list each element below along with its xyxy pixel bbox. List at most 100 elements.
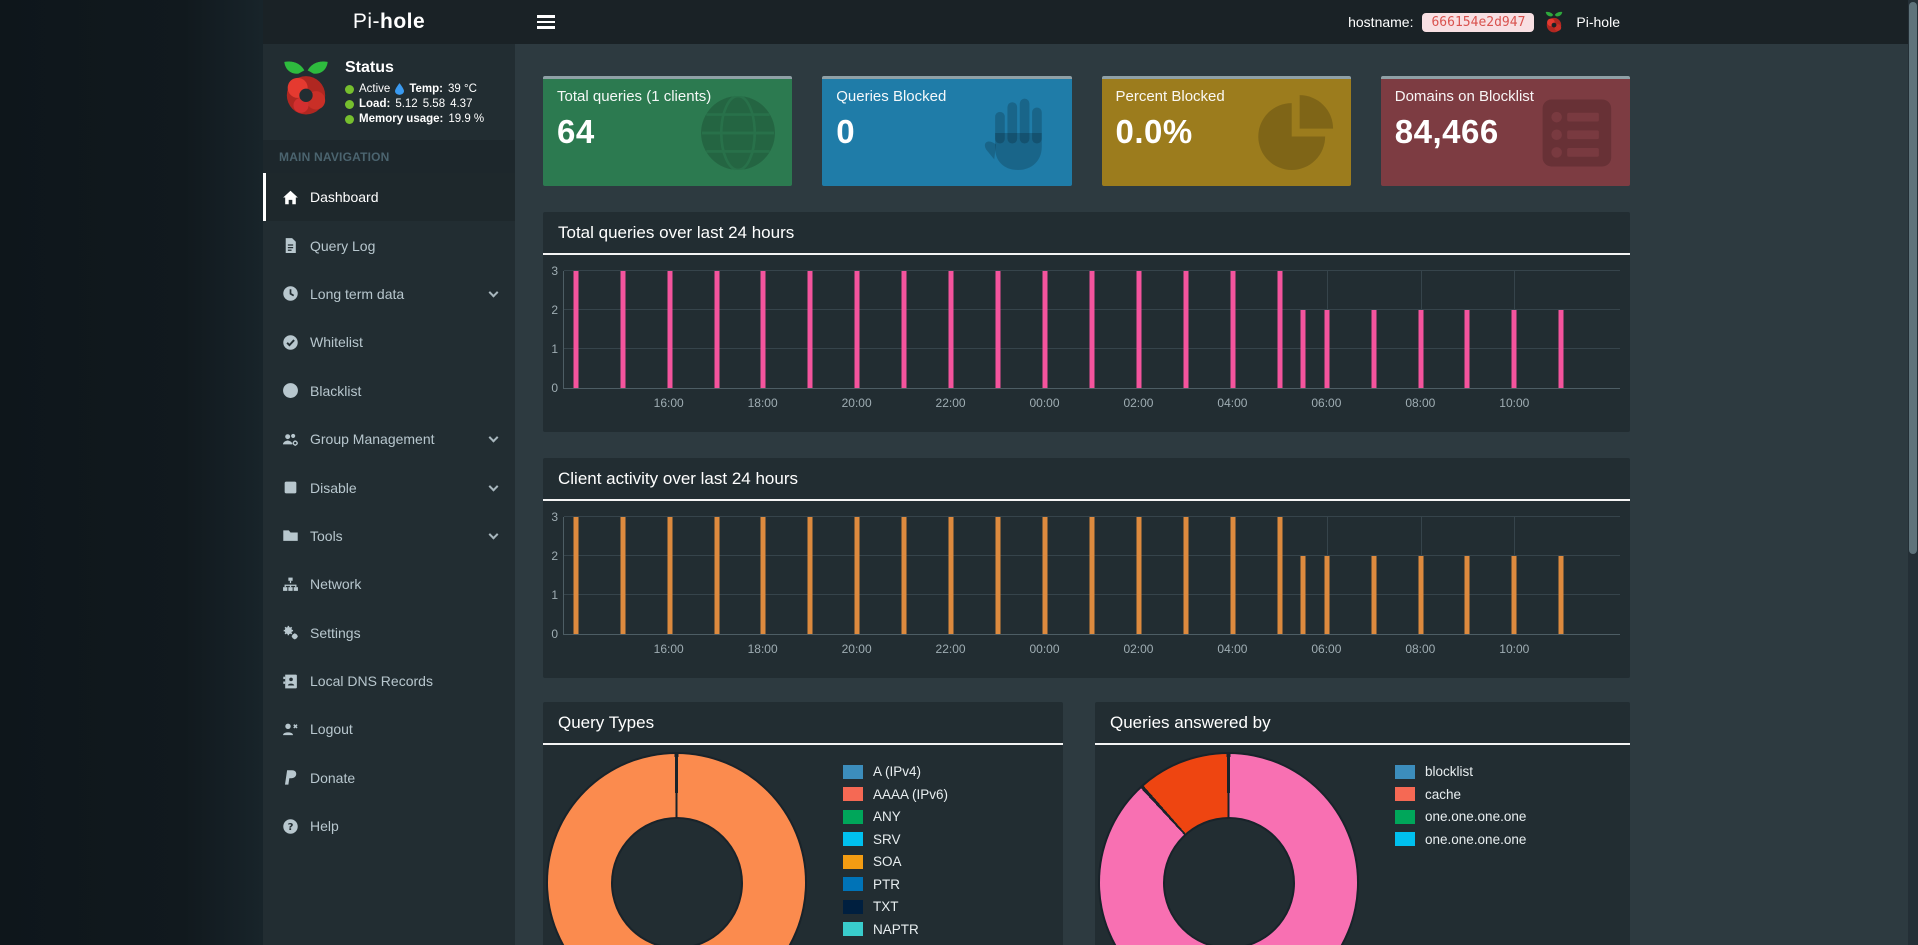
queries-answered-by-card: Queries answered by blocklist cache one.on…	[1095, 702, 1630, 945]
sidebar-item-tools[interactable]: Tools	[263, 512, 515, 560]
sidebar-item-blacklist[interactable]: Blacklist	[263, 367, 515, 415]
legend-item[interactable]: AAAA (IPv6)	[843, 787, 948, 802]
x-axis-label: 04:00	[1217, 396, 1248, 410]
pihole-app: Pi-hole hostname: 666154e2d947 Pi-hole	[263, 0, 1908, 945]
x-axis-label: 00:00	[1029, 642, 1060, 656]
legend-item[interactable]: blocklist	[1395, 764, 1526, 779]
stat-card-total-queries[interactable]: Total queries (1 clients) 64	[543, 76, 793, 186]
hand-icon	[984, 98, 1042, 170]
navbar-main: hostname: 666154e2d947 Pi-hole	[515, 0, 1908, 44]
bar	[1371, 556, 1377, 634]
x-axis-label: 22:00	[935, 642, 966, 656]
stop-icon	[281, 479, 299, 496]
sidebar-item-local-dns-records[interactable]: Local DNS Records	[263, 657, 515, 705]
bar	[1511, 556, 1517, 634]
stat-card-queries-blocked[interactable]: Queries Blocked 0	[822, 76, 1072, 186]
legend-item[interactable]: NAPTR	[843, 922, 948, 937]
legend-item[interactable]: SOA	[843, 854, 948, 869]
bar	[1464, 310, 1470, 388]
sidebar-item-label: Disable	[310, 479, 357, 496]
sidebar-item-long-term-data[interactable]: Long term data	[263, 270, 515, 318]
load-value-1: 5.12	[395, 98, 418, 110]
scrollbar-track[interactable]	[1908, 0, 1918, 945]
client-activity-bar-chart: 0 1 2 3	[551, 510, 1620, 641]
legend-item[interactable]: A (IPv4)	[843, 764, 948, 779]
legend-label: ANY	[873, 809, 901, 824]
legend-swatch-icon	[843, 764, 863, 779]
stat-card-percent-blocked[interactable]: Percent Blocked 0.0%	[1101, 76, 1351, 186]
bar	[995, 517, 1001, 634]
bar	[1183, 271, 1189, 388]
x-axis-label: 16:00	[653, 396, 684, 410]
sidebar-item-group-management[interactable]: Group Management	[263, 415, 515, 463]
stat-card-label: Queries Blocked	[836, 88, 947, 105]
bar	[995, 271, 1001, 388]
sidebar-item-settings[interactable]: Settings	[263, 609, 515, 657]
total-queries-chart-card: Total queries over last 24 hours 0 1 2 3 16…	[543, 212, 1630, 432]
bar	[667, 517, 673, 634]
legend-item[interactable]: cache	[1395, 787, 1526, 802]
bar	[1183, 517, 1189, 634]
stat-card-value: 0	[836, 113, 856, 150]
main-content: Total queries (1 clients) 64 Queries Blo…	[515, 44, 1908, 945]
x-axis-label: 00:00	[1029, 396, 1060, 410]
app-logo[interactable]: Pi-hole	[263, 0, 515, 44]
sidebar-item-disable[interactable]: Disable	[263, 463, 515, 511]
sidebar-item-donate[interactable]: Donate	[263, 754, 515, 802]
legend-swatch-icon	[843, 877, 863, 891]
x-axis-label: 06:00	[1311, 642, 1342, 656]
legend-label: A (IPv4)	[873, 764, 922, 779]
sidebar-item-whitelist[interactable]: Whitelist	[263, 318, 515, 366]
bar	[1277, 271, 1283, 388]
question-circle-icon: ?	[281, 818, 299, 835]
gears-icon	[281, 624, 299, 641]
temp-value: 39 °C	[447, 83, 477, 95]
legend-item[interactable]: ANY	[843, 809, 948, 824]
address-book-icon	[281, 673, 299, 690]
memory-value: 19.9 %	[448, 113, 485, 125]
bar	[1418, 310, 1424, 388]
sidebar-item-help[interactable]: ? Help	[263, 802, 515, 850]
legend-label: PTR	[873, 876, 900, 892]
status-text: Status Active Temp: 39 °C Load: 5.12 5.5…	[345, 57, 484, 128]
x-axis-label: 04:00	[1217, 642, 1248, 656]
stat-card-domains-on-blocklist[interactable]: Domains on Blocklist 84,466	[1380, 76, 1630, 186]
legend-swatch-icon	[1395, 832, 1415, 846]
x-axis-label: 22:00	[935, 396, 966, 410]
legend-swatch-icon	[843, 809, 863, 824]
sidebar: Status Active Temp: 39 °C Load: 5.12 5.5…	[263, 44, 515, 945]
legend-item[interactable]: one.one.one.one	[1395, 832, 1526, 847]
status-dot-icon	[345, 114, 354, 124]
legend-item[interactable]: TXT	[843, 899, 948, 914]
sidebar-item-label: Donate	[310, 769, 356, 786]
bar	[620, 517, 626, 634]
load-label: Load:	[359, 98, 391, 110]
hamburger-icon[interactable]	[533, 6, 569, 38]
bar	[901, 271, 907, 388]
scrollbar-thumb[interactable]	[1909, 2, 1917, 554]
memory-label: Memory usage:	[359, 113, 444, 125]
y-axis-label: 3	[551, 264, 558, 278]
bar	[760, 271, 766, 388]
folder-icon	[281, 527, 299, 544]
status-active-label: Active	[359, 83, 391, 95]
legend-item[interactable]: one.one.one.one	[1395, 809, 1526, 824]
legend-item[interactable]: SRV	[843, 832, 948, 847]
sidebar-item-label: Local DNS Records	[310, 673, 433, 690]
bar	[714, 271, 720, 388]
bar	[948, 517, 954, 634]
x-axis-label: 02:00	[1123, 396, 1154, 410]
bar	[1136, 271, 1142, 388]
navbar-right: hostname: 666154e2d947 Pi-hole	[1348, 0, 1620, 44]
chevron-down-icon	[488, 529, 499, 540]
legend-swatch-icon	[1395, 764, 1415, 779]
status-load-row: Load: 5.12 5.58 4.37	[345, 98, 484, 110]
sidebar-item-logout[interactable]: Logout	[263, 705, 515, 753]
legend-item[interactable]: PTR	[843, 877, 948, 892]
sidebar-item-query-log[interactable]: Query Log	[263, 221, 515, 269]
bar	[1558, 310, 1564, 388]
sidebar-item-dashboard[interactable]: Dashboard	[263, 173, 515, 222]
chevron-down-icon	[488, 481, 499, 492]
sidebar-item-network[interactable]: Network	[263, 560, 515, 608]
raspberry-icon	[1546, 11, 1563, 33]
